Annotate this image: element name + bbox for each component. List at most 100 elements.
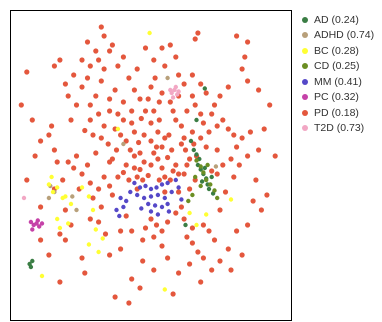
legend-item: AD (0.24) (302, 12, 374, 28)
data-point (112, 87, 118, 93)
data-point (203, 90, 209, 96)
data-point (169, 147, 175, 153)
data-point (170, 108, 176, 114)
data-point (194, 158, 199, 163)
data-point (93, 227, 99, 232)
data-point (118, 228, 124, 234)
data-point (194, 152, 199, 157)
data-point (206, 228, 212, 234)
data-point (134, 66, 140, 72)
data-point (151, 150, 157, 156)
data-point (123, 213, 129, 219)
data-point (62, 81, 68, 87)
data-point (173, 117, 179, 123)
data-point (98, 135, 104, 141)
data-point (147, 30, 152, 36)
data-point (107, 108, 113, 114)
data-point (159, 228, 165, 234)
data-point (141, 132, 147, 138)
data-point (253, 177, 259, 183)
scatter-points (18, 24, 278, 306)
data-point (179, 197, 184, 202)
data-point (195, 249, 201, 255)
data-point (250, 198, 256, 204)
data-point (209, 168, 215, 174)
data-point (148, 120, 154, 126)
data-point (170, 95, 176, 100)
data-point (117, 213, 122, 219)
data-point (87, 63, 93, 69)
data-point (165, 255, 171, 261)
data-point (236, 162, 242, 168)
data-point (46, 182, 52, 187)
data-point (220, 117, 226, 123)
data-point (178, 123, 184, 129)
data-point (129, 120, 135, 126)
data-point (162, 287, 167, 292)
data-point (84, 39, 91, 45)
data-point (187, 186, 193, 192)
data-point (105, 141, 111, 147)
legend-marker-icon (302, 109, 308, 116)
data-point (220, 162, 226, 168)
data-point (194, 117, 199, 123)
data-point (57, 231, 63, 237)
data-point (141, 159, 147, 165)
data-point (120, 54, 126, 60)
data-point (168, 87, 173, 93)
data-point (55, 185, 60, 190)
data-point (181, 171, 187, 177)
data-point (90, 195, 96, 201)
data-point (123, 162, 129, 168)
legend-label: PD (0.18) (314, 106, 359, 119)
data-point (272, 153, 278, 159)
data-point (184, 162, 190, 168)
data-point (205, 162, 210, 168)
data-point (170, 291, 176, 297)
data-point (204, 212, 209, 217)
data-point (151, 108, 157, 114)
data-point (166, 132, 172, 138)
data-point (245, 222, 251, 228)
data-point (145, 96, 151, 102)
data-point (28, 219, 34, 225)
data-point (50, 189, 56, 195)
data-point (173, 162, 179, 168)
data-point (66, 221, 71, 226)
data-point (228, 267, 234, 273)
data-point (192, 102, 198, 108)
data-point (176, 189, 182, 195)
data-point (51, 63, 58, 69)
data-point (200, 255, 206, 261)
data-point (82, 127, 88, 134)
data-point (187, 261, 193, 267)
data-point (239, 66, 245, 72)
data-point (73, 153, 80, 159)
data-point (112, 294, 118, 300)
data-point (140, 237, 146, 243)
data-point (71, 72, 77, 78)
data-point (267, 102, 273, 108)
data-point (96, 219, 102, 225)
data-point (29, 117, 35, 123)
data-point (107, 183, 113, 189)
data-point (30, 258, 35, 264)
data-point (148, 194, 154, 199)
data-point (107, 48, 113, 54)
data-point (173, 210, 179, 216)
data-point (202, 165, 207, 171)
data-point (136, 139, 142, 146)
data-point (96, 249, 101, 255)
data-point (159, 182, 165, 187)
data-point (178, 141, 184, 147)
data-point (155, 156, 161, 162)
data-point (170, 168, 176, 174)
legend-marker-icon (302, 32, 308, 39)
data-point (214, 123, 220, 129)
legend-item: BC (0.28) (302, 43, 374, 59)
data-point (181, 81, 187, 87)
data-point (127, 147, 133, 153)
data-point (132, 180, 137, 186)
data-point (190, 192, 195, 198)
